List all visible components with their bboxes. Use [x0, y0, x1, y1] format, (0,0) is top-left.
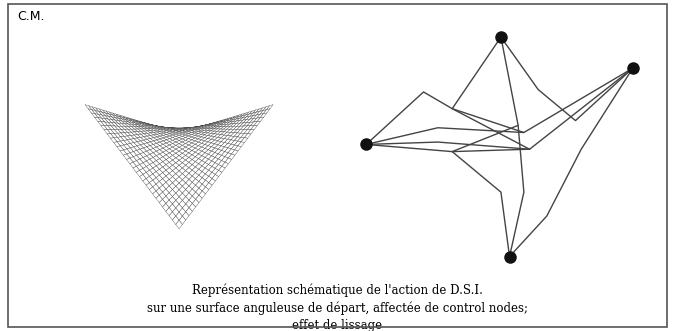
Text: Représentation schématique de l'action de D.S.I.: Représentation schématique de l'action d…: [192, 283, 483, 297]
Text: sur une surface anguleuse de départ, affectée de control nodes;: sur une surface anguleuse de départ, aff…: [147, 301, 528, 315]
Text: effet de lissage: effet de lissage: [292, 319, 383, 331]
Text: C.M.: C.M.: [17, 10, 45, 23]
